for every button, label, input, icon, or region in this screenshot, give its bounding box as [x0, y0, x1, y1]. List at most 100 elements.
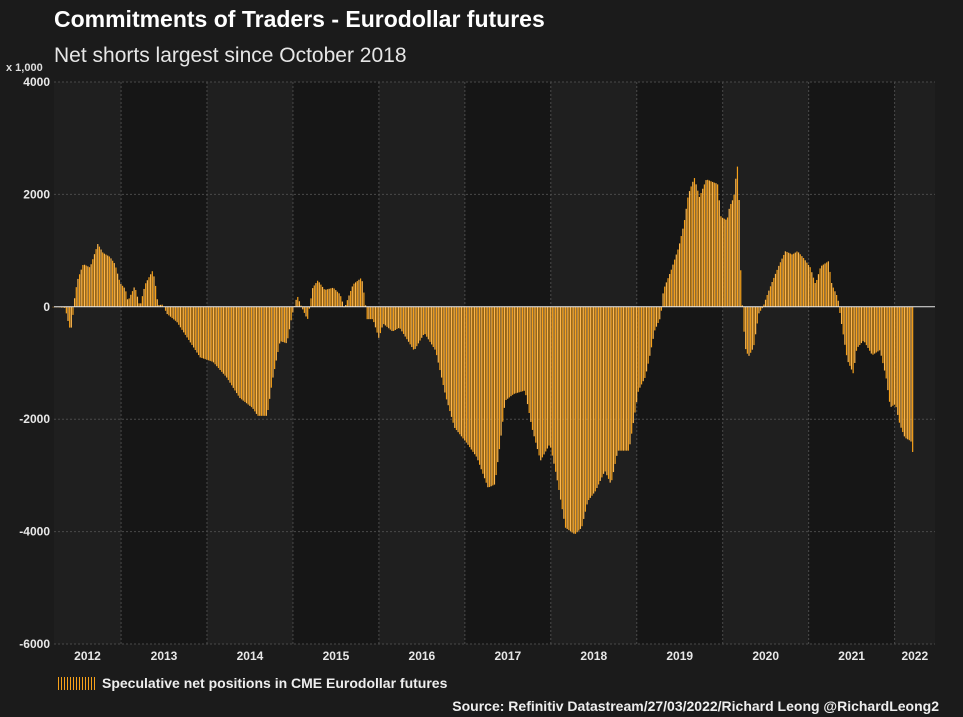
- bar: [229, 306, 231, 383]
- bar: [634, 306, 636, 413]
- bar: [87, 266, 89, 307]
- bar: [493, 306, 496, 485]
- bar: [95, 249, 97, 307]
- bar: [601, 306, 603, 478]
- bar: [878, 306, 881, 351]
- bar: [379, 306, 382, 334]
- bar: [107, 255, 109, 307]
- bar: [236, 306, 238, 394]
- bar: [164, 306, 167, 311]
- bar: [401, 306, 403, 332]
- bar: [325, 289, 327, 307]
- bar: [726, 217, 729, 307]
- bar: [151, 271, 153, 307]
- bar: [462, 306, 464, 439]
- bar: [419, 306, 421, 341]
- bar: [508, 306, 510, 398]
- bar: [384, 306, 386, 326]
- bar: [619, 306, 621, 451]
- bar: [596, 306, 598, 489]
- bar: [599, 306, 601, 481]
- y-tick-label: 0: [43, 300, 50, 314]
- bar: [725, 219, 727, 307]
- bar: [201, 306, 203, 359]
- bar: [707, 179, 709, 307]
- bar: [166, 306, 168, 315]
- bar: [654, 306, 656, 331]
- bar: [454, 306, 456, 428]
- bar: [214, 306, 216, 365]
- bar: [340, 296, 342, 307]
- bar: [345, 304, 347, 307]
- bar: [260, 306, 263, 416]
- bar: [224, 306, 226, 376]
- bar: [351, 286, 353, 307]
- bar: [622, 306, 624, 451]
- bar: [791, 254, 793, 307]
- bar: [404, 306, 406, 337]
- bar: [576, 306, 578, 533]
- bar: [789, 253, 791, 307]
- bar: [422, 306, 424, 336]
- bar: [751, 306, 753, 350]
- bar: [64, 306, 66, 308]
- bar: [626, 306, 628, 451]
- bar: [864, 306, 866, 343]
- bar: [665, 282, 667, 307]
- bar: [202, 306, 205, 359]
- bar: [318, 282, 320, 307]
- bar: [232, 306, 234, 388]
- bar: [588, 306, 590, 501]
- bar: [530, 306, 532, 422]
- bar: [492, 306, 494, 486]
- bar: [424, 306, 426, 335]
- bar: [690, 186, 692, 307]
- bar: [411, 306, 413, 347]
- bar: [356, 281, 358, 307]
- bar: [138, 303, 140, 307]
- bar: [728, 208, 730, 307]
- bar: [102, 252, 104, 307]
- bar: [611, 306, 613, 481]
- bar: [252, 306, 254, 409]
- bar: [184, 306, 186, 335]
- bar: [875, 306, 877, 353]
- bar: [771, 281, 773, 307]
- bar: [394, 306, 396, 331]
- bar: [234, 306, 236, 391]
- bar: [315, 283, 317, 307]
- bar: [662, 293, 664, 307]
- bar: [338, 293, 340, 307]
- bar: [512, 306, 514, 395]
- bar: [733, 194, 735, 307]
- bar: [93, 254, 96, 307]
- bar: [842, 306, 844, 335]
- bar: [764, 299, 767, 307]
- bar: [759, 306, 762, 311]
- bar: [840, 306, 843, 324]
- bar: [283, 306, 286, 343]
- bar: [211, 306, 213, 362]
- bar: [869, 306, 871, 351]
- bar: [650, 306, 653, 348]
- bar: [793, 253, 795, 307]
- bar: [887, 306, 889, 391]
- bar: [763, 304, 765, 307]
- bar: [627, 306, 629, 451]
- bar: [607, 306, 610, 479]
- bar: [826, 262, 828, 307]
- bar: [670, 269, 672, 307]
- bar: [845, 306, 848, 356]
- bar: [836, 294, 838, 307]
- bar: [892, 306, 894, 406]
- bar: [376, 306, 378, 333]
- bar: [388, 306, 390, 329]
- bar: [348, 295, 350, 307]
- bar: [885, 306, 887, 379]
- bar: [113, 263, 115, 307]
- bar: [564, 306, 567, 528]
- bar: [594, 306, 596, 492]
- bar: [105, 254, 107, 307]
- chart-subtitle: Net shorts largest since October 2018: [54, 44, 407, 67]
- bar: [674, 259, 676, 307]
